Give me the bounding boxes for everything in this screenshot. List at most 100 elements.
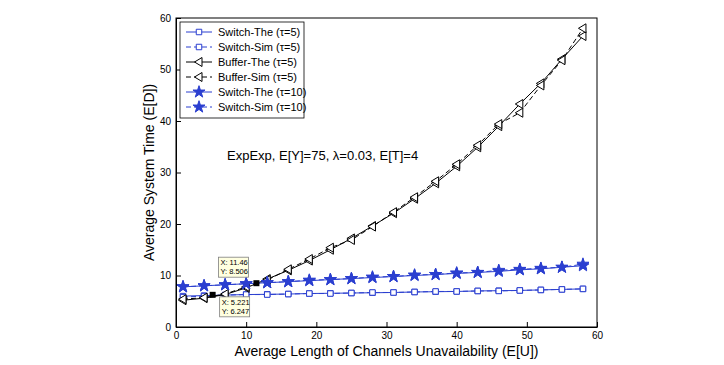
- data-tip-box: [220, 297, 250, 317]
- marker: [198, 279, 210, 290]
- data-tip-text: X: 5.221: [222, 298, 250, 307]
- marker: [198, 279, 210, 290]
- tick-label: 40: [452, 330, 464, 341]
- marker: [454, 289, 459, 294]
- marker: [326, 243, 334, 252]
- tick-mark: [176, 276, 181, 277]
- marker: [475, 288, 480, 293]
- marker: [514, 264, 526, 275]
- tick-label: 10: [160, 270, 172, 281]
- tick: 20: [160, 219, 181, 230]
- legend: Switch-The (τ=5) Switch-Sim (τ=5) Buffer-T…: [180, 22, 306, 118]
- marker: [517, 288, 522, 293]
- tick-mark: [246, 322, 247, 327]
- tick: 60: [160, 13, 181, 24]
- data-tip-text: Y: 8.506: [220, 267, 248, 276]
- legend-label: Switch-Sim (τ=5): [218, 41, 300, 53]
- legend-label: Switch-The (τ=10): [218, 86, 306, 98]
- tick-mark: [597, 322, 598, 327]
- marker: [494, 120, 502, 129]
- marker: [535, 262, 547, 273]
- marker: [324, 273, 336, 284]
- legend-label: Buffer-The (τ=5): [218, 56, 297, 68]
- marker: [452, 160, 460, 169]
- marker: [240, 277, 252, 288]
- chart: 01020304050600102030405060X: 11.46Y: 8.5…: [0, 0, 724, 365]
- marker: [412, 289, 417, 294]
- marker: [305, 255, 313, 264]
- marker: [454, 289, 459, 294]
- plot: 01020304050600102030405060X: 11.46Y: 8.5…: [160, 13, 604, 341]
- tick: 60: [592, 322, 604, 341]
- marker: [410, 193, 418, 202]
- series-layer: [177, 24, 589, 305]
- tick: 10: [241, 322, 253, 341]
- legend-label: Switch-Sim (τ=10): [218, 101, 306, 113]
- marker: [261, 276, 273, 287]
- marker: [496, 288, 501, 293]
- marker: [328, 291, 333, 296]
- marker: [366, 271, 378, 282]
- tick-mark: [457, 322, 458, 327]
- tick-label: 40: [160, 116, 172, 127]
- tick-mark: [387, 322, 388, 327]
- tick-label: 50: [160, 64, 172, 75]
- legend-marker: [195, 73, 203, 82]
- marker: [559, 287, 564, 292]
- data-tip-text: Y: 6.247: [222, 307, 250, 316]
- legend-label: Buffer-Sim (τ=5): [218, 71, 297, 83]
- marker: [517, 288, 522, 293]
- marker: [514, 263, 526, 274]
- marker: [303, 274, 315, 285]
- marker: [240, 277, 252, 288]
- marker: [578, 24, 586, 33]
- tick-mark: [176, 173, 181, 174]
- marker: [412, 289, 417, 294]
- marker: [307, 291, 312, 296]
- tick: 0: [165, 322, 181, 333]
- plot-frame: [176, 18, 597, 327]
- tick: 50: [522, 322, 534, 341]
- annotation: ExpExp, E[Y]=75, λ=0.03, E[T]=4: [227, 148, 418, 163]
- tick-label: 60: [160, 13, 172, 24]
- tick-label: 30: [160, 167, 172, 178]
- marker: [535, 262, 547, 273]
- marker: [473, 141, 481, 150]
- marker: [219, 278, 231, 289]
- data-tip-marker: [210, 292, 216, 298]
- marker: [284, 265, 292, 274]
- marker: [282, 275, 294, 286]
- legend-marker: [196, 29, 201, 34]
- tick-label: 30: [381, 330, 393, 341]
- legend-marker: [196, 44, 201, 49]
- marker: [366, 271, 378, 282]
- tick-label: 0: [174, 330, 180, 341]
- marker: [515, 108, 523, 117]
- marker: [345, 272, 357, 283]
- marker: [387, 270, 399, 281]
- data-tips: X: 11.46Y: 8.506X: 5.221Y: 6.247: [218, 257, 249, 317]
- marker: [577, 258, 589, 269]
- marker: [472, 266, 484, 277]
- marker: [391, 290, 396, 295]
- marker: [286, 291, 291, 296]
- tick-mark: [527, 322, 528, 327]
- marker: [515, 100, 523, 109]
- marker: [557, 56, 565, 65]
- marker: [409, 269, 421, 280]
- tick: 30: [381, 322, 393, 341]
- marker: [387, 270, 399, 281]
- marker: [559, 287, 564, 292]
- tick: 10: [160, 270, 181, 281]
- marker: [324, 273, 336, 284]
- legend-marker: [193, 86, 205, 97]
- marker: [391, 290, 396, 295]
- marker: [261, 276, 273, 287]
- marker: [538, 287, 543, 292]
- tick-label: 20: [160, 219, 172, 230]
- marker: [328, 291, 333, 296]
- marker: [409, 269, 421, 280]
- marker: [430, 268, 442, 279]
- legend-label: Switch-The (τ=5): [218, 26, 300, 38]
- marker: [370, 290, 375, 295]
